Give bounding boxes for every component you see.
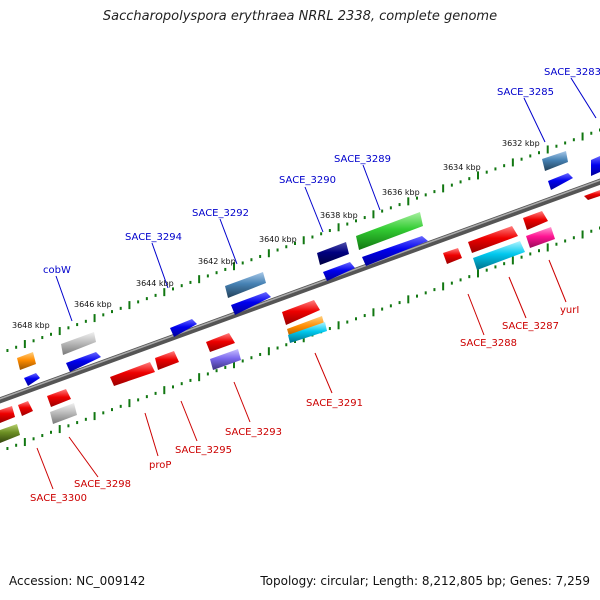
gene-label: SACE_3289 bbox=[334, 154, 391, 165]
gene-arrow bbox=[526, 227, 555, 248]
gene-label: SACE_3291 bbox=[306, 398, 363, 409]
genome-backbone bbox=[0, 178, 600, 404]
gene-arrow bbox=[206, 333, 235, 352]
tick-label: 3638 kbp bbox=[320, 211, 358, 220]
gene-arrow bbox=[18, 401, 33, 416]
gene-arrow bbox=[47, 389, 71, 407]
tick-label: 3640 kbp bbox=[259, 235, 297, 244]
accession-text: Accession: NC_009142 bbox=[9, 574, 146, 588]
gene-label: SACE_3290 bbox=[279, 175, 336, 186]
gene-arrow bbox=[0, 406, 15, 423]
tick-label: 3646 kbp bbox=[74, 300, 112, 309]
gene-arrow bbox=[443, 248, 462, 264]
gene-arrow bbox=[210, 349, 241, 370]
scale-track-above bbox=[6, 128, 600, 353]
gene-label: cobW bbox=[43, 265, 71, 276]
scale-track-below bbox=[6, 226, 600, 451]
gene-label: proP bbox=[149, 460, 171, 471]
genes-forward-strand bbox=[17, 151, 600, 386]
gene-arrow bbox=[110, 362, 155, 386]
gene-arrow bbox=[61, 332, 96, 355]
gene-arrow bbox=[362, 236, 428, 266]
gene-arrow bbox=[0, 424, 20, 443]
gene-label: SACE_3283 bbox=[544, 67, 600, 78]
gene-arrow bbox=[356, 212, 423, 250]
gene-arrow bbox=[155, 351, 179, 370]
gene-arrow bbox=[523, 211, 548, 230]
gene-arrow bbox=[225, 272, 266, 298]
gene-arrow bbox=[231, 292, 271, 315]
gene-arrow bbox=[50, 403, 77, 424]
tick-label: 3634 kbp bbox=[443, 163, 481, 172]
gene-label: SACE_3294 bbox=[125, 232, 182, 243]
gene-arrow bbox=[282, 300, 320, 325]
gene-arrow bbox=[288, 322, 327, 343]
gene-arrow bbox=[170, 319, 197, 337]
gene-label: SACE_3288 bbox=[460, 338, 517, 349]
gene-labels-above: SACE_3283 SACE_3285 SACE_3289 SACE_3290 … bbox=[43, 67, 600, 276]
gene-label: SACE_3295 bbox=[175, 445, 232, 456]
gene-arrow bbox=[548, 173, 573, 190]
genes-reverse-strand bbox=[0, 190, 600, 443]
gene-label: SACE_3292 bbox=[192, 208, 249, 219]
scale-labels: 3632 kbp 3634 kbp 3636 kbp 3638 kbp 3640… bbox=[12, 139, 540, 330]
genome-stats-text: Topology: circular; Length: 8,212,805 bp… bbox=[260, 574, 590, 588]
tick-label: 3636 kbp bbox=[382, 188, 420, 197]
gene-arrow bbox=[584, 190, 600, 200]
tick-label: 3644 kbp bbox=[136, 279, 174, 288]
gene-arrow bbox=[317, 242, 349, 265]
gene-arrow bbox=[591, 156, 600, 176]
gene-labels-below: yurI SACE_3287 SACE_3288 SACE_3291 SACE_… bbox=[30, 305, 579, 504]
gene-arrow bbox=[542, 151, 568, 171]
gene-label: SACE_3285 bbox=[497, 87, 554, 98]
leader-lines-below bbox=[36, 259, 567, 490]
tick-label: 3642 kbp bbox=[198, 257, 236, 266]
gene-label: SACE_3287 bbox=[502, 321, 559, 332]
gene-arrow bbox=[24, 373, 40, 386]
gene-label: SACE_3293 bbox=[225, 427, 282, 438]
gene-arrow bbox=[66, 352, 101, 372]
tick-label: 3648 kbp bbox=[12, 321, 50, 330]
tick-label: 3632 kbp bbox=[502, 139, 540, 148]
gene-arrow bbox=[473, 241, 525, 270]
map-title: Saccharopolyspora erythraea NRRL 2338, c… bbox=[102, 9, 498, 24]
leader-lines-above bbox=[55, 77, 597, 322]
gene-label: SACE_3300 bbox=[30, 493, 87, 504]
gene-arrow bbox=[17, 352, 36, 370]
gene-label: SACE_3298 bbox=[74, 479, 131, 490]
gene-label: yurI bbox=[560, 305, 579, 316]
gene-arrow bbox=[323, 262, 355, 281]
gene-arrow bbox=[468, 226, 518, 253]
